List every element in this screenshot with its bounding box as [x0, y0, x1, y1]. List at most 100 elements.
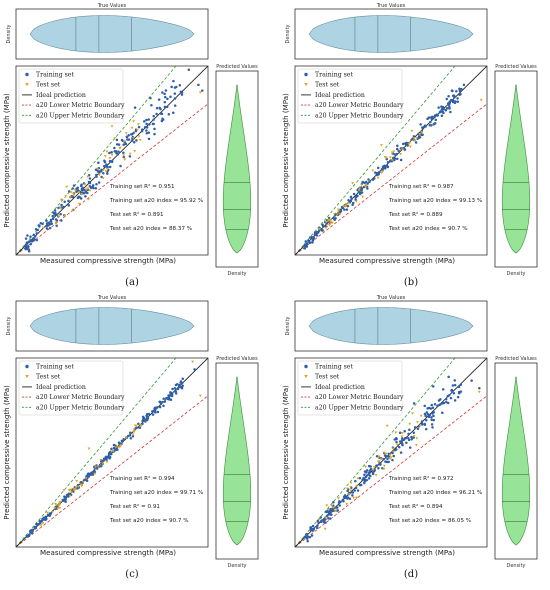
training-point — [179, 84, 182, 87]
training-point — [111, 161, 114, 164]
training-point — [377, 467, 380, 470]
training-point — [396, 153, 399, 156]
training-point — [64, 501, 67, 504]
training-point — [436, 113, 439, 116]
training-point — [37, 224, 40, 227]
training-point — [119, 165, 122, 168]
training-point — [25, 237, 28, 240]
training-point — [167, 394, 170, 397]
training-point — [129, 155, 132, 158]
training-point — [417, 427, 420, 430]
training-point — [457, 100, 460, 103]
training-point — [339, 501, 342, 504]
training-point — [145, 123, 148, 126]
training-point — [28, 248, 31, 251]
training-point — [85, 191, 88, 194]
training-point — [166, 98, 169, 101]
training-point — [395, 448, 398, 451]
training-point — [433, 411, 436, 414]
training-point — [63, 495, 66, 498]
training-point — [35, 228, 38, 231]
training-point — [159, 401, 162, 404]
training-point — [113, 147, 116, 150]
training-point — [448, 106, 451, 109]
panel-b: True ValuesDensityTraining setTest setId… — [281, 3, 537, 288]
training-point — [102, 172, 105, 175]
right-violin-xlabel: Density — [227, 271, 246, 277]
training-point — [178, 384, 181, 387]
training-point — [393, 455, 396, 458]
training-point — [346, 208, 349, 211]
training-point — [442, 388, 445, 391]
training-point — [314, 234, 317, 237]
training-point — [410, 436, 413, 439]
training-point — [150, 104, 153, 107]
training-point — [384, 460, 387, 463]
training-point — [164, 101, 167, 104]
training-point — [384, 167, 387, 170]
training-point — [364, 480, 367, 483]
training-point — [455, 90, 458, 93]
top-violin-body — [309, 15, 473, 52]
training-point — [57, 207, 60, 210]
training-point — [138, 126, 141, 129]
training-point — [153, 409, 156, 412]
training-point — [144, 420, 147, 423]
training-point — [40, 222, 43, 225]
training-point — [162, 118, 165, 121]
training-point — [60, 204, 63, 207]
training-point — [170, 394, 173, 397]
training-point — [170, 86, 173, 89]
training-point — [95, 174, 98, 177]
training-point — [458, 94, 461, 97]
training-point — [126, 136, 128, 139]
top-violin-body — [309, 307, 473, 344]
training-point — [95, 187, 98, 190]
training-point — [351, 494, 354, 497]
training-point — [312, 525, 315, 528]
legend-label-ideal: Ideal prediction — [315, 384, 365, 391]
training-point — [122, 151, 125, 154]
training-point — [439, 403, 442, 406]
right-violin-title: Predicted Values — [216, 356, 258, 362]
training-point — [110, 151, 113, 154]
training-point — [343, 208, 346, 211]
training-point — [158, 98, 161, 101]
training-point — [413, 431, 416, 434]
training-point — [421, 423, 424, 426]
training-point — [106, 166, 109, 169]
training-point — [115, 449, 118, 452]
training-point — [41, 518, 44, 521]
training-point — [385, 455, 388, 458]
training-point — [164, 96, 167, 99]
training-point — [135, 130, 138, 133]
stat-train_a20: Training set a20 index = 95.92 % — [109, 198, 203, 204]
training-point — [309, 242, 312, 245]
training-point — [46, 222, 49, 225]
panel-c: True ValuesDensityTraining setTest setId… — [2, 295, 258, 580]
stat-train_a20: Training set a20 index = 99.71 % — [109, 490, 203, 496]
training-point — [413, 402, 416, 405]
training-point — [431, 426, 434, 429]
training-point — [372, 473, 375, 476]
training-point — [430, 416, 433, 419]
training-point — [174, 97, 177, 100]
training-point — [108, 152, 111, 155]
x-axis-label: Measured compressive strength (MPa) — [40, 256, 176, 265]
training-point — [428, 416, 431, 419]
training-point — [109, 456, 112, 459]
training-point — [404, 148, 407, 151]
top-violin-ylabel: Density — [6, 24, 12, 43]
training-point — [108, 453, 111, 456]
training-point — [437, 106, 440, 109]
x-axis-label: Measured compressive strength (MPa) — [319, 256, 455, 265]
panel-a: True ValuesDensityTraining setTest setId… — [2, 3, 258, 288]
training-point — [382, 167, 385, 170]
legend-label-lower: a20 Lower Metric Boundary — [36, 394, 125, 401]
training-point — [80, 481, 83, 484]
training-point — [425, 428, 428, 431]
training-point — [116, 139, 119, 142]
legend-marker-training — [304, 73, 307, 76]
training-point — [89, 185, 92, 188]
training-point — [404, 437, 407, 440]
